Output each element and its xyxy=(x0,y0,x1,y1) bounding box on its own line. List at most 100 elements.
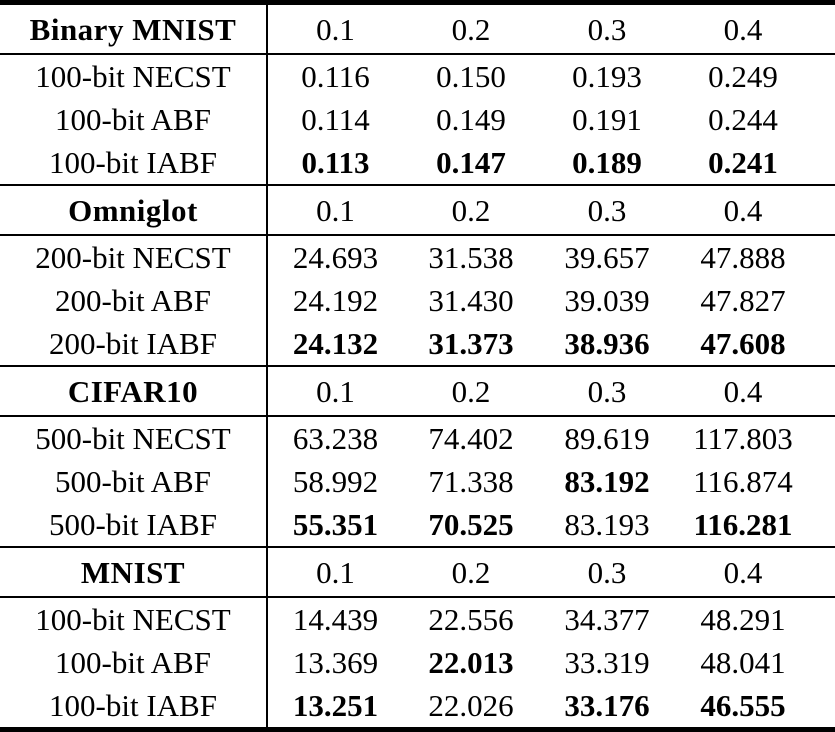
cell-value: 0.114 xyxy=(267,98,403,141)
cell-value: 47.608 xyxy=(675,322,811,367)
table-row: 500-bit NECST 63.238 74.402 89.619 117.8… xyxy=(0,416,835,460)
value-text: 74.402 xyxy=(428,421,514,456)
value-text: 38.936 xyxy=(564,326,650,361)
value-text: 83.192 xyxy=(564,464,650,499)
spacer-cell xyxy=(811,54,835,98)
table-row: 100-bit ABF 0.114 0.149 0.191 0.244 xyxy=(0,98,835,141)
dataset-name: Omniglot xyxy=(0,185,268,236)
cell-value: 0.193 xyxy=(539,54,675,98)
table-row: 200-bit ABF 24.192 31.430 39.039 47.827 xyxy=(0,279,835,322)
noise-level-header: 0.1 xyxy=(267,366,403,417)
spacer-cell xyxy=(811,460,835,503)
section-header-row: MNIST 0.1 0.2 0.3 0.4 xyxy=(0,547,835,598)
cell-value: 0.191 xyxy=(539,98,675,141)
value-text: 0.244 xyxy=(708,102,778,137)
value-text: 33.319 xyxy=(564,645,650,680)
section-binary-mnist: Binary MNIST 0.1 0.2 0.3 0.4 100-bit NEC… xyxy=(0,2,835,186)
spacer-cell xyxy=(811,185,835,236)
value-text: 14.439 xyxy=(292,602,379,637)
method-label: 100-bit NECST xyxy=(0,597,268,641)
value-text: 0.116 xyxy=(301,59,370,94)
spacer-cell xyxy=(811,684,835,730)
method-label: 100-bit ABF xyxy=(0,641,268,684)
cell-value: 13.369 xyxy=(267,641,403,684)
table-row: 200-bit NECST 24.693 31.538 39.657 47.88… xyxy=(0,235,835,279)
value-text: 116.281 xyxy=(693,507,793,542)
dataset-name: CIFAR10 xyxy=(0,366,268,417)
section-omniglot: Omniglot 0.1 0.2 0.3 0.4 200-bit NECST 2… xyxy=(0,185,835,367)
noise-level-header: 0.1 xyxy=(267,2,403,55)
cell-value: 55.351 xyxy=(267,503,403,548)
cell-value: 31.538 xyxy=(403,235,539,279)
cell-value: 31.373 xyxy=(403,322,539,367)
noise-level-header: 0.3 xyxy=(539,366,675,417)
value-text: 0.150 xyxy=(436,59,506,94)
section-cifar10: CIFAR10 0.1 0.2 0.3 0.4 500-bit NECST 63… xyxy=(0,366,835,548)
cell-value: 48.041 xyxy=(675,641,811,684)
spacer-cell xyxy=(811,597,835,641)
noise-level-header: 0.4 xyxy=(675,2,811,55)
method-label: 200-bit IABF xyxy=(0,322,268,367)
method-label: 500-bit IABF xyxy=(0,503,268,548)
spacer-cell xyxy=(811,322,835,367)
value-text: 48.291 xyxy=(700,602,786,637)
value-text: 55.351 xyxy=(292,507,379,542)
cell-value: 116.874 xyxy=(675,460,811,503)
noise-level-header: 0.3 xyxy=(539,2,675,55)
table-row: 100-bit NECST 14.439 22.556 34.377 48.29… xyxy=(0,597,835,641)
cell-value: 22.013 xyxy=(403,641,539,684)
value-text: 89.619 xyxy=(564,421,650,456)
cell-value: 71.338 xyxy=(403,460,539,503)
value-text: 22.556 xyxy=(428,602,514,637)
value-text: 0.189 xyxy=(572,145,642,180)
noise-level-header: 0.1 xyxy=(267,185,403,236)
value-text: 0.249 xyxy=(708,59,778,94)
table-row: 500-bit ABF 58.992 71.338 83.192 116.874 xyxy=(0,460,835,503)
value-text: 83.193 xyxy=(564,507,650,542)
table-row: 100-bit IABF 13.251 22.026 33.176 46.555 xyxy=(0,684,835,730)
noise-level-header: 0.2 xyxy=(403,2,539,55)
noise-level-header: 0.4 xyxy=(675,547,811,598)
cell-value: 39.657 xyxy=(539,235,675,279)
spacer-cell xyxy=(811,235,835,279)
cell-value: 24.132 xyxy=(267,322,403,367)
cell-value: 14.439 xyxy=(267,597,403,641)
noise-level-header: 0.2 xyxy=(403,366,539,417)
method-label: 100-bit NECST xyxy=(0,54,268,98)
value-text: 47.827 xyxy=(700,283,786,318)
spacer-cell xyxy=(811,416,835,460)
table-row: 100-bit IABF 0.113 0.147 0.189 0.241 xyxy=(0,141,835,186)
spacer-cell xyxy=(811,279,835,322)
spacer-cell xyxy=(811,141,835,186)
value-text: 0.193 xyxy=(572,59,642,94)
cell-value: 33.176 xyxy=(539,684,675,730)
spacer-cell xyxy=(811,366,835,417)
method-label: 200-bit NECST xyxy=(0,235,268,279)
cell-value: 31.430 xyxy=(403,279,539,322)
value-text: 63.238 xyxy=(292,421,379,456)
value-text: 0.149 xyxy=(436,102,506,137)
spacer-cell xyxy=(811,2,835,55)
cell-value: 0.189 xyxy=(539,141,675,186)
cell-value: 13.251 xyxy=(267,684,403,730)
value-text: 13.369 xyxy=(292,645,379,680)
value-text: 117.803 xyxy=(693,421,793,456)
value-text: 31.538 xyxy=(428,240,514,275)
value-text: 0.114 xyxy=(301,102,370,137)
value-text: 39.039 xyxy=(564,283,650,318)
method-label: 200-bit ABF xyxy=(0,279,268,322)
cell-value: 47.827 xyxy=(675,279,811,322)
value-text: 24.693 xyxy=(292,240,379,275)
cell-value: 83.192 xyxy=(539,460,675,503)
cell-value: 89.619 xyxy=(539,416,675,460)
cell-value: 22.556 xyxy=(403,597,539,641)
cell-value: 70.525 xyxy=(403,503,539,548)
method-label: 100-bit IABF xyxy=(0,684,268,730)
table-row: 200-bit IABF 24.132 31.373 38.936 47.608 xyxy=(0,322,835,367)
table-row: 500-bit IABF 55.351 70.525 83.193 116.28… xyxy=(0,503,835,548)
method-label: 500-bit NECST xyxy=(0,416,268,460)
cell-value: 24.192 xyxy=(267,279,403,322)
section-header-row: Omniglot 0.1 0.2 0.3 0.4 xyxy=(0,185,835,236)
value-text: 58.992 xyxy=(292,464,379,499)
